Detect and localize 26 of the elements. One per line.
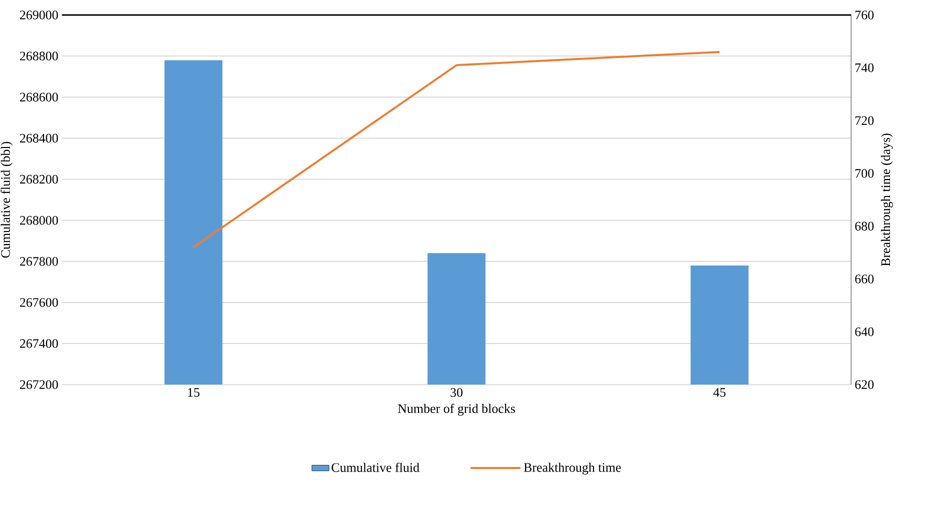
- y-tick-label: 267600: [20, 298, 58, 307]
- x-axis-title: Number of grid blocks: [398, 404, 516, 416]
- x-tick-label: 30: [450, 388, 463, 397]
- y-tick-label: 267200: [20, 380, 58, 389]
- y-tick-label: 268400: [20, 134, 58, 142]
- y2-tick-label: 700: [855, 168, 874, 178]
- y2-tick-label: 640: [855, 327, 874, 336]
- y-axis-title: Cumulative fluid (bbl): [0, 142, 13, 258]
- y2-tick-label: 740: [855, 63, 874, 72]
- y2-axis-title: Breakthrough time (days): [880, 133, 893, 266]
- y-tick-label: 268000: [20, 216, 58, 224]
- y-tick-label: 267800: [20, 256, 58, 266]
- x-tick-label: 45: [713, 388, 726, 397]
- y-tick-label: 269000: [20, 10, 58, 20]
- y2-tick-label: 720: [855, 116, 874, 125]
- y2-tick-label: 620: [855, 380, 874, 389]
- y2-tick-label: 680: [855, 222, 874, 230]
- y2-tick-label: 760: [855, 10, 874, 20]
- y-tick-label: 268800: [20, 51, 58, 60]
- legend-label: Breakthrough time: [524, 462, 621, 474]
- x-tick-label: 15: [188, 388, 200, 397]
- y2-tick-label: 660: [855, 274, 874, 284]
- y-tick-label: 267400: [20, 338, 58, 348]
- y-tick-label: 268600: [20, 92, 58, 102]
- legend-label: Cumulative fluid: [332, 462, 420, 472]
- y-tick-label: 268200: [20, 174, 58, 184]
